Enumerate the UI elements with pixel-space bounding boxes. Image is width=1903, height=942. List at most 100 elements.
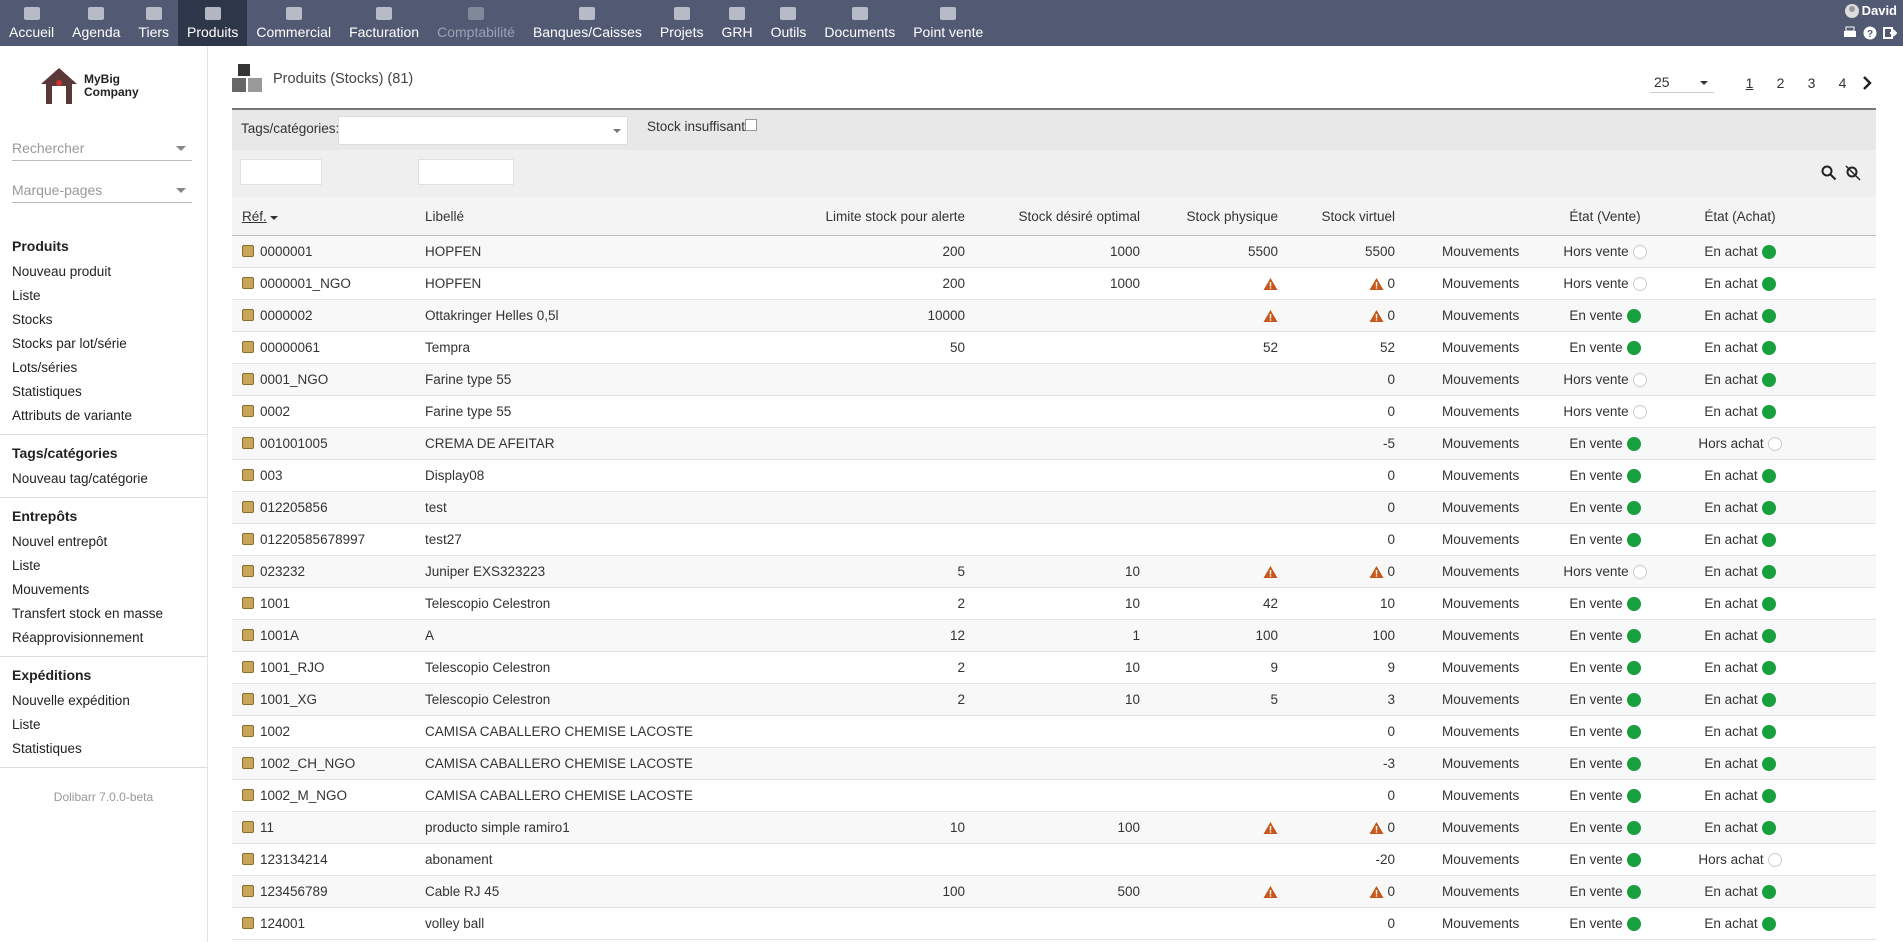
logout-icon[interactable]: [1883, 26, 1897, 40]
ref-link[interactable]: 01220585678997: [260, 532, 366, 547]
status-dot[interactable]: [1761, 917, 1776, 931]
menu-label[interactable]: Agenda: [72, 24, 121, 40]
status-dot[interactable]: [1761, 405, 1776, 419]
page-number[interactable]: 3: [1807, 74, 1816, 91]
menu-label[interactable]: Documents: [824, 24, 896, 40]
status-dot[interactable]: [1761, 661, 1776, 675]
menu-label[interactable]: Outils: [770, 24, 807, 40]
ref-link[interactable]: 0002: [260, 404, 291, 419]
ref-link[interactable]: 023232: [260, 564, 306, 579]
status-dot[interactable]: [1632, 373, 1647, 387]
search-select[interactable]: Rechercher: [12, 136, 192, 161]
menu-item[interactable]: Accueil: [0, 0, 63, 46]
menu-item[interactable]: Facturation: [340, 0, 428, 46]
status-dot[interactable]: [1626, 341, 1641, 355]
movements-link[interactable]: Mouvements: [1442, 404, 1520, 419]
movements-link[interactable]: Mouvements: [1442, 308, 1520, 323]
status-dot[interactable]: [1761, 629, 1776, 643]
status-dot[interactable]: [1626, 533, 1641, 547]
menu-label[interactable]: Facturation: [349, 24, 420, 40]
ref-filter-input[interactable]: [240, 159, 322, 185]
user-name[interactable]: David: [1861, 3, 1897, 18]
status-dot[interactable]: [1626, 501, 1641, 515]
menu-item[interactable]: Point vente: [904, 0, 992, 46]
status-dot[interactable]: [1632, 277, 1647, 291]
ref-link[interactable]: 0000002: [260, 308, 313, 323]
column-title[interactable]: Stock désiré optimal: [1018, 208, 1140, 224]
status-dot[interactable]: [1761, 821, 1776, 835]
page-number[interactable]: 1: [1745, 74, 1754, 91]
section-link[interactable]: Stocks: [12, 312, 53, 327]
tags-select[interactable]: [338, 116, 628, 145]
menu-label[interactable]: Commercial: [256, 24, 332, 40]
menu-item[interactable]: GRH: [712, 0, 761, 46]
ref-link[interactable]: 0001_NGO: [260, 372, 329, 387]
menu-item[interactable]: Produits: [178, 0, 248, 46]
status-dot[interactable]: [1626, 661, 1641, 675]
ref-link[interactable]: 11: [260, 820, 275, 835]
section-title[interactable]: Expéditions: [12, 667, 92, 683]
status-dot[interactable]: [1761, 309, 1776, 323]
ref-link[interactable]: 1002_CH_NGO: [260, 756, 356, 771]
status-dot[interactable]: [1761, 725, 1776, 739]
menu-label[interactable]: Projets: [659, 24, 704, 40]
status-dot[interactable]: [1767, 437, 1782, 451]
section-link[interactable]: Liste: [12, 717, 41, 732]
clear-search-button[interactable]: [1845, 165, 1861, 181]
section-link[interactable]: Mouvements: [12, 582, 90, 597]
next-page[interactable]: [1858, 75, 1878, 91]
status-dot[interactable]: [1761, 565, 1776, 579]
menu-label[interactable]: GRH: [721, 24, 753, 40]
section-link[interactable]: Nouveau produit: [12, 264, 112, 279]
movements-link[interactable]: Mouvements: [1442, 884, 1520, 899]
column-title[interactable]: État (Achat): [1704, 208, 1776, 224]
section-link[interactable]: Nouvel entrepôt: [12, 534, 108, 549]
section-link[interactable]: Statistiques: [12, 384, 82, 399]
status-dot[interactable]: [1761, 245, 1776, 259]
status-dot[interactable]: [1761, 501, 1776, 515]
column-title[interactable]: Limite stock pour alerte: [825, 208, 965, 224]
section-link[interactable]: Nouveau tag/catégorie: [12, 471, 148, 486]
menu-item[interactable]: Agenda: [63, 0, 129, 46]
movements-link[interactable]: Mouvements: [1442, 436, 1520, 451]
status-dot[interactable]: [1761, 373, 1776, 387]
status-dot[interactable]: [1626, 469, 1641, 483]
ref-link[interactable]: 124001: [260, 916, 306, 931]
ref-link[interactable]: 123134214: [260, 852, 328, 867]
movements-link[interactable]: Mouvements: [1442, 916, 1520, 931]
movements-link[interactable]: Mouvements: [1442, 692, 1520, 707]
column-title[interactable]: Stock physique: [1186, 208, 1278, 224]
movements-link[interactable]: Mouvements: [1442, 372, 1520, 387]
movements-link[interactable]: Mouvements: [1442, 340, 1520, 355]
movements-link[interactable]: Mouvements: [1442, 724, 1520, 739]
movements-link[interactable]: Mouvements: [1442, 660, 1520, 675]
section-link[interactable]: Stocks par lot/série: [12, 336, 127, 351]
status-dot[interactable]: [1626, 725, 1641, 739]
status-dot[interactable]: [1761, 469, 1776, 483]
menu-label[interactable]: Tiers: [138, 24, 170, 40]
column-title[interactable]: Libellé: [425, 208, 465, 224]
status-dot[interactable]: [1626, 821, 1641, 835]
section-link[interactable]: Statistiques: [12, 741, 82, 756]
section-title[interactable]: Tags/catégories: [12, 445, 118, 461]
status-dot[interactable]: [1761, 757, 1776, 771]
search-button[interactable]: [1821, 165, 1837, 181]
status-dot[interactable]: [1632, 565, 1647, 579]
status-dot[interactable]: [1761, 341, 1776, 355]
ref-link[interactable]: 1001: [260, 596, 291, 611]
ref-link[interactable]: 1002: [260, 724, 291, 739]
ref-link[interactable]: 123456789: [260, 884, 328, 899]
user-menu[interactable]: David: [1844, 3, 1897, 18]
status-dot[interactable]: [1626, 629, 1641, 643]
status-dot[interactable]: [1761, 693, 1776, 707]
status-dot[interactable]: [1632, 245, 1647, 259]
status-dot[interactable]: [1761, 533, 1776, 547]
movements-link[interactable]: Mouvements: [1442, 596, 1520, 611]
status-dot[interactable]: [1626, 693, 1641, 707]
movements-link[interactable]: Mouvements: [1442, 820, 1520, 835]
status-dot[interactable]: [1626, 789, 1641, 803]
logo[interactable]: MyBig Company: [40, 66, 139, 106]
section-title[interactable]: Produits: [12, 238, 69, 254]
section-link[interactable]: Nouvelle expédition: [12, 693, 130, 708]
label-filter-input[interactable]: [418, 159, 514, 185]
